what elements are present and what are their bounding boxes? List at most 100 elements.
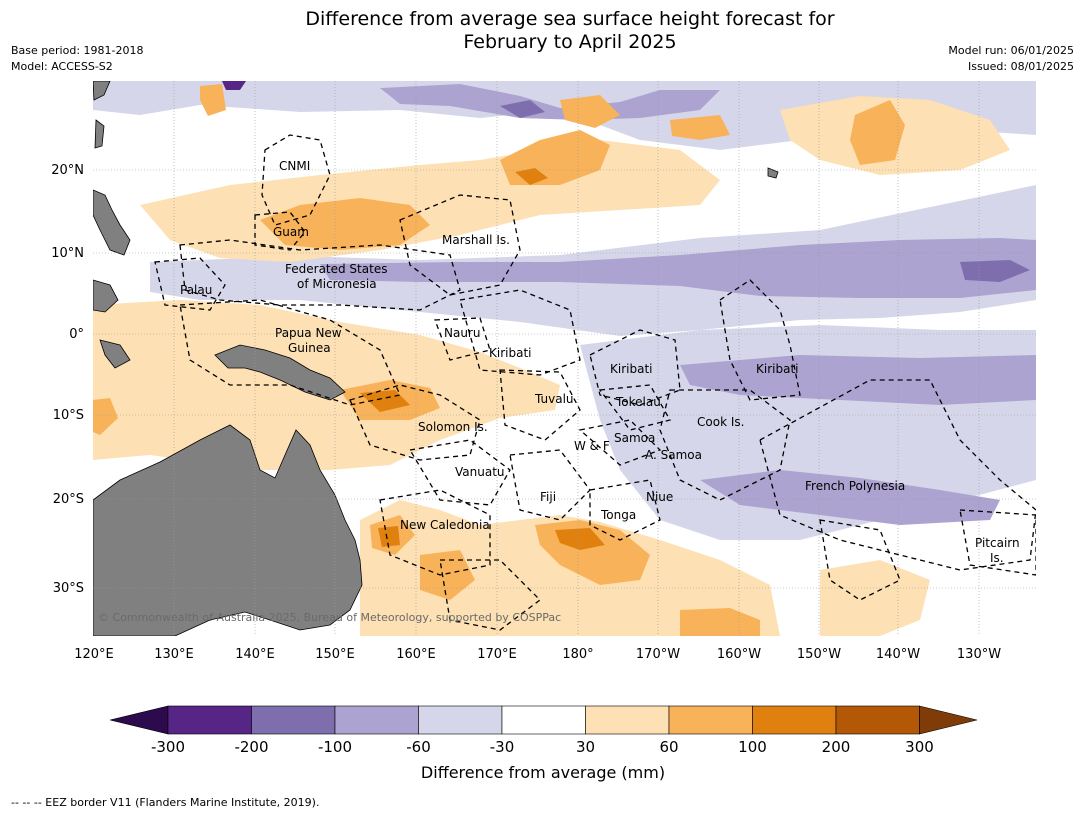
eez-palau [154, 257, 226, 311]
issued-date: Issued: 08/01/2025 [967, 60, 1074, 73]
pos-north-mid [260, 198, 430, 250]
lat-tick: 30°S [53, 581, 84, 596]
colorbar-bin [668, 705, 753, 735]
eez-kiribati-w [459, 289, 581, 376]
sulawesi-land [99, 339, 131, 369]
eez-newcal [379, 489, 491, 576]
taiwan-land [94, 119, 105, 149]
neg-south-east-core [680, 355, 1036, 405]
label-wf: W & F [574, 439, 610, 453]
label-fiji: Fiji [540, 490, 556, 504]
label-samoa: Samoa [614, 431, 655, 445]
colorbar-tick: -30 [490, 738, 515, 756]
lat-tick: 0° [69, 327, 84, 342]
graticule [93, 81, 1036, 636]
eez-cnmi [261, 134, 331, 226]
label-png-1: Papua New [275, 326, 342, 340]
model-run: Model run: 06/01/2025 [948, 44, 1074, 57]
australia-land [93, 424, 363, 636]
pos-south-core-4 [555, 528, 605, 550]
colorbar: -300 -200 -100 -60 -30 30 60 100 200 300… [109, 705, 978, 782]
eez-kiribati-c [589, 329, 681, 406]
title-line-1: Difference from average sea surface heig… [305, 8, 835, 30]
eez-solomon [349, 384, 481, 461]
neg-top-left [222, 81, 246, 90]
lon-tick: 160°E [396, 647, 436, 662]
colorbar-bin [334, 705, 419, 735]
neg-band-equatorial-core-2 [960, 260, 1030, 282]
lon-tick: 120°E [74, 647, 114, 662]
colorbar-tick: 30 [576, 738, 595, 756]
label-tonga: Tonga [600, 508, 636, 522]
label-french-polynesia: French Polynesia [805, 479, 905, 493]
label-pitcairn-1: Pitcairn [975, 536, 1020, 550]
colorbar-tick: -100 [318, 738, 352, 756]
eez-footer-note: -- -- -- EEZ border V11 (Flanders Marine… [11, 796, 320, 809]
label-marshall: Marshall Is. [442, 233, 510, 247]
label-niue: Niue [646, 490, 673, 504]
lat-tick: 10°S [53, 408, 84, 423]
colorbar-tick: -200 [234, 738, 268, 756]
label-kiribati-w: Kiribati [489, 346, 531, 360]
colorbar-bin [752, 705, 837, 735]
lon-tick: 130°E [154, 647, 194, 662]
philippines-land [93, 189, 131, 256]
colorbar-tick: 300 [905, 738, 934, 756]
pos-south-east-patch [820, 560, 930, 636]
colorbar-title: Difference from average (mm) [421, 763, 665, 782]
eez-south [439, 559, 541, 631]
colorbar-tick: 100 [738, 738, 767, 756]
neg-band-north-core-2 [500, 100, 545, 118]
label-fsm-1: Federated States [285, 262, 387, 276]
eez-fsm [179, 239, 461, 311]
eez-tokelau [598, 384, 671, 431]
colorbar-tick: 60 [659, 738, 678, 756]
colorbar-bin [418, 705, 503, 735]
base-period: Base period: 1981-2018 [11, 44, 144, 57]
label-solomon: Solomon Is. [418, 420, 488, 434]
label-tuvalu: Tuvalu [534, 392, 574, 406]
label-new-caledonia: New Caledonia [400, 518, 490, 532]
lon-tick: 150°W [797, 647, 841, 662]
eez-marshall [399, 194, 521, 296]
label-palau: Palau [180, 283, 212, 297]
lon-tick: 170°E [477, 647, 517, 662]
eez-kermadec [819, 519, 901, 601]
pos-top-left [200, 84, 226, 116]
label-asamoa: A. Samoa [645, 448, 702, 462]
eez-borders [154, 134, 1036, 631]
lon-tick: 140°E [235, 647, 275, 662]
pos-south-core-5 [378, 526, 400, 547]
eez-tuvalu [499, 369, 581, 441]
colorbar-above-arrow [919, 705, 978, 735]
lon-tick: 170°W [636, 647, 680, 662]
eez-fp [759, 379, 1036, 571]
lon-axis-labels: 120°E 130°E 140°E 150°E 160°E 170°E 180°… [74, 647, 1001, 662]
lat-axis-labels: 20°N 10°N 0° 10°S 20°S 30°S [51, 163, 84, 596]
meta-right: Model run: 06/01/2025 Issued: 08/01/2025 [948, 43, 1074, 75]
label-kiribati-e: Kiribati [756, 362, 798, 376]
sea-height-field [93, 81, 1036, 636]
title-line-2: February to April 2025 [463, 31, 677, 53]
label-guam: Guam [273, 225, 309, 239]
region-labels: CNMI Guam Marshall Is. Federated States … [180, 159, 1020, 565]
pos-north-mid-3 [560, 95, 620, 128]
colorbar-bin [585, 705, 670, 735]
label-tokelau: Tokelau [615, 395, 661, 409]
pos-north-core [515, 168, 548, 185]
colorbar-below-arrow [109, 705, 169, 735]
nz-north-land [93, 81, 111, 101]
label-nauru: Nauru [444, 326, 480, 340]
borneo-land [93, 279, 119, 313]
colorbar-bin [167, 705, 252, 735]
pos-north-mid-5 [670, 115, 730, 140]
eez-kiribati-e [719, 279, 801, 401]
pos-south-core-6 [680, 608, 760, 636]
colorbar-bin [501, 705, 586, 735]
lon-tick: 130°W [957, 647, 1001, 662]
neg-south-east-core-2 [700, 470, 1000, 525]
lon-tick: 150°E [315, 647, 355, 662]
colorbar-bin [251, 705, 336, 735]
pos-south-core-2 [420, 550, 475, 600]
